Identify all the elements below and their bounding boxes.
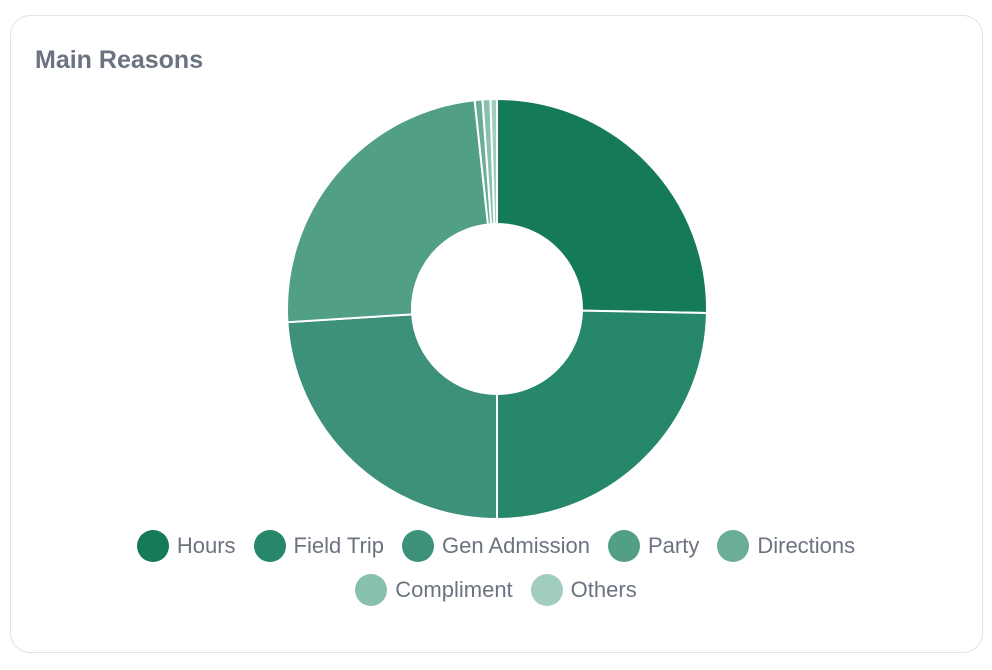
legend-swatch <box>530 574 563 606</box>
slice[interactable] <box>489 97 498 226</box>
chart-title: Main Reasons <box>35 46 204 74</box>
legend-item[interactable]: Directions <box>717 530 855 562</box>
legend-swatch <box>717 530 750 562</box>
legend-swatch <box>136 530 169 562</box>
legend-item[interactable]: Party <box>607 530 700 562</box>
legend-swatch <box>402 530 435 562</box>
legend-item[interactable]: Gen Admission <box>402 530 590 562</box>
legend: Hours Field Trip Gen Admission Party Directi… <box>96 530 896 606</box>
legend-swatch <box>253 530 286 562</box>
legend-swatch <box>607 530 640 562</box>
legend-label: Field Trip <box>293 533 385 558</box>
legend-label: Compliment <box>395 577 513 602</box>
slice[interactable] <box>496 97 708 314</box>
slice[interactable] <box>496 309 708 521</box>
legend-label: Directions <box>757 533 856 558</box>
card <box>10 15 983 653</box>
slice[interactable] <box>286 99 490 324</box>
legend-label: Hours <box>176 533 236 558</box>
legend-label: Party <box>647 533 700 558</box>
legend-item[interactable]: Others <box>530 574 637 606</box>
chart <box>286 97 708 521</box>
legend-item[interactable]: Compliment <box>355 574 513 606</box>
legend-item[interactable]: Hours <box>136 530 236 562</box>
legend-label: Gen Admission <box>442 533 590 558</box>
legend-swatch <box>355 574 388 606</box>
slice[interactable] <box>286 313 498 521</box>
legend-label: Others <box>570 577 637 602</box>
legend-item[interactable]: Field Trip <box>253 530 385 562</box>
